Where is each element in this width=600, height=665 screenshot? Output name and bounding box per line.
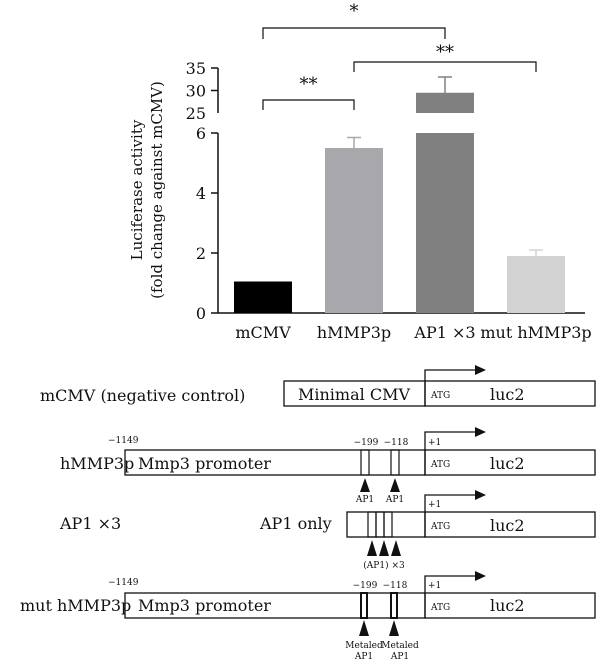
significance-bracket-1: [263, 28, 445, 39]
mmp3-promoter-label-2: Mmp3 promoter: [138, 596, 271, 615]
x-tick-labels: mCMV hMMP3p AP1 ×3 mut hMMP3p: [235, 323, 591, 342]
pos-118-label-1: −118: [384, 438, 409, 448]
y-tick-label-4: 4: [196, 184, 206, 203]
significance-bracket-3: [263, 100, 354, 110]
mmp3-promoter-label-1: Mmp3 promoter: [138, 454, 271, 473]
y-axis-label-line1: Luciferase activity: [128, 119, 146, 260]
ap1-pointer-1: [360, 478, 370, 492]
construct-name-hmmp3p: hMMP3p: [60, 454, 134, 473]
tss-arrowhead-4: [475, 571, 486, 581]
ap1-repeat-pointer-1: [367, 540, 377, 556]
atg-label-1: ATG: [430, 391, 450, 401]
pos-118-label-2: −118: [383, 581, 408, 591]
significance-bracket-2: [354, 62, 536, 72]
bar-hmmp3p: [325, 148, 383, 313]
plus-one-label-1: +1: [428, 438, 441, 448]
tss-arrowhead-3: [475, 490, 486, 500]
mutated-ap1-label-2b: AP1: [390, 652, 409, 662]
x-label-ap1-3: AP1 ×3: [413, 323, 475, 342]
plus-one-label-2: +1: [428, 500, 441, 510]
luc2-label-3: luc2: [490, 516, 525, 535]
luc2-label-4: luc2: [490, 596, 525, 615]
y-tick-label-0: 0: [196, 304, 206, 323]
bar-mut-hmmp3p: [507, 256, 565, 313]
mutated-ap1-pointer-2: [389, 620, 399, 636]
construct-diagram: mCMV (negative control) Minimal CMV ATG …: [20, 365, 595, 662]
significance-label-2: **: [436, 42, 454, 63]
mutated-ap1-label-1b: AP1: [354, 652, 373, 662]
y-ticks: 0 2 4 625 30 35: [186, 59, 218, 323]
significance-brackets: *****: [263, 1, 536, 110]
luc2-label-2: luc2: [490, 454, 525, 473]
mutated-ap1-site-2: [391, 593, 397, 618]
plus-one-label-3: +1: [428, 581, 441, 591]
mutated-ap1-site-1: [361, 593, 367, 618]
construct-name-mut-hmmp3p: mut hMMP3p: [20, 596, 131, 615]
y-tick-label-25: 25: [186, 104, 206, 123]
pos-199-label-2: −199: [353, 581, 378, 591]
ap1-repeat-label: (AP1) ×3: [363, 560, 405, 571]
x-label-mut-hmmp3p: mut hMMP3p: [480, 323, 591, 342]
atg-label-2: ATG: [430, 460, 450, 470]
construct-name-ap1x3: AP1 ×3: [59, 514, 121, 533]
y-axis-label-line2: (fold change against mCMV): [148, 81, 166, 299]
pos-199-label-1: −199: [354, 438, 379, 448]
x-label-mcmv: mCMV: [235, 323, 291, 342]
ap1-repeat-3: [384, 512, 392, 537]
bars: [234, 77, 565, 313]
bar-mcmv: [234, 282, 292, 314]
bar-chart: Luciferase activity (fold change against…: [128, 1, 592, 342]
y-tick-label-6: 6: [196, 124, 206, 143]
ap1-repeat-pointer-2: [379, 540, 389, 556]
start-pos-hmmp3p: −1149: [108, 436, 139, 446]
luc2-label-1: luc2: [490, 385, 525, 404]
mutated-ap1-label-1a: Metaled: [345, 641, 383, 651]
bar-ap1-3-upper: [416, 93, 474, 113]
ap1-repeat-1: [368, 512, 376, 537]
atg-label-3: ATG: [430, 522, 450, 532]
tss-arrow-1: [425, 370, 475, 381]
mutated-ap1-pointer-1: [359, 620, 369, 636]
ap1-pointer-2: [390, 478, 400, 492]
significance-label-3: **: [300, 74, 318, 95]
y-tick-label-35: 35: [186, 59, 206, 78]
start-pos-mut-hmmp3p: −1149: [108, 578, 139, 588]
ap1-site-1: [361, 450, 369, 475]
minimal-cmv-label: Minimal CMV: [298, 385, 410, 404]
y-tick-label-2: 2: [196, 244, 206, 263]
tss-arrowhead-1: [475, 365, 486, 375]
bar-ap1-3-lower: [416, 133, 474, 313]
ap1-repeat-2: [376, 512, 384, 537]
ap1-repeat-pointer-3: [391, 540, 401, 556]
y-tick-label-30: 30: [186, 82, 206, 101]
atg-label-4: ATG: [430, 603, 450, 613]
ap1-only-label: AP1 only: [259, 514, 332, 533]
construct-name-mcmv: mCMV (negative control): [40, 386, 245, 405]
significance-label-1: *: [350, 1, 359, 22]
ap1-site-label-2: AP1: [385, 495, 404, 505]
ap1-site-label-1: AP1: [355, 495, 374, 505]
ap1-site-2: [391, 450, 399, 475]
x-label-hmmp3p: hMMP3p: [317, 323, 391, 342]
mutated-ap1-label-2a: Metaled: [381, 641, 419, 651]
ap1-only-box: [347, 512, 425, 537]
tss-arrowhead-2: [475, 427, 486, 437]
